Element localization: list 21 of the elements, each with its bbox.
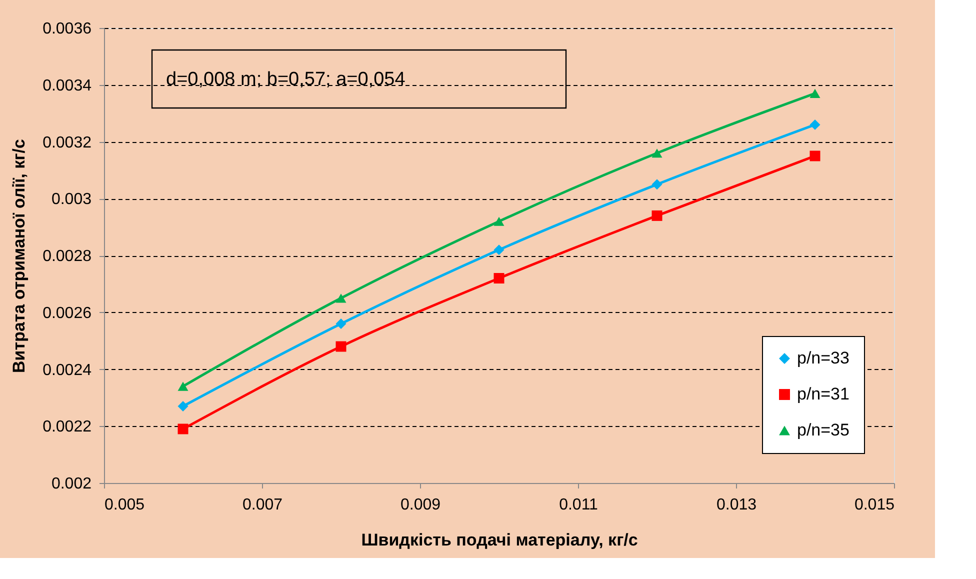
x-tick-label: 0.007 bbox=[242, 496, 283, 514]
y-tick-label: 0.0022 bbox=[42, 418, 92, 436]
y-tick-label: 0.0026 bbox=[42, 304, 92, 322]
legend-label: p/n=35 bbox=[797, 420, 850, 440]
y-axis-title: Витрата отриманої олії, кг/с bbox=[10, 139, 29, 373]
y-tick-label: 0.0034 bbox=[42, 77, 92, 94]
x-tick-label: 0.009 bbox=[400, 496, 441, 514]
y-tick-label: 0.0036 bbox=[42, 20, 92, 38]
legend-label: p/n=31 bbox=[797, 384, 850, 404]
legend-label: p/n=33 bbox=[797, 348, 850, 368]
x-axis-title: Швидкість подачі матеріалу, кг/с bbox=[361, 530, 638, 550]
y-tick-label: 0.0024 bbox=[42, 362, 92, 379]
x-tick-label: 0.011 bbox=[559, 496, 598, 514]
x-tick-label: 0.015 bbox=[854, 496, 895, 514]
y-tick-label: 0.0032 bbox=[42, 134, 92, 152]
y-tick-label: 0.002 bbox=[51, 476, 92, 492]
y-tick-label: 0.003 bbox=[51, 191, 92, 208]
x-tick-label: 0.013 bbox=[716, 496, 757, 514]
y-tick-label: 0.0028 bbox=[42, 248, 92, 265]
annotation: d=0,008 m; b=0,57; a=0,054 bbox=[166, 69, 406, 90]
x-tick-label: 0.005 bbox=[104, 496, 145, 514]
